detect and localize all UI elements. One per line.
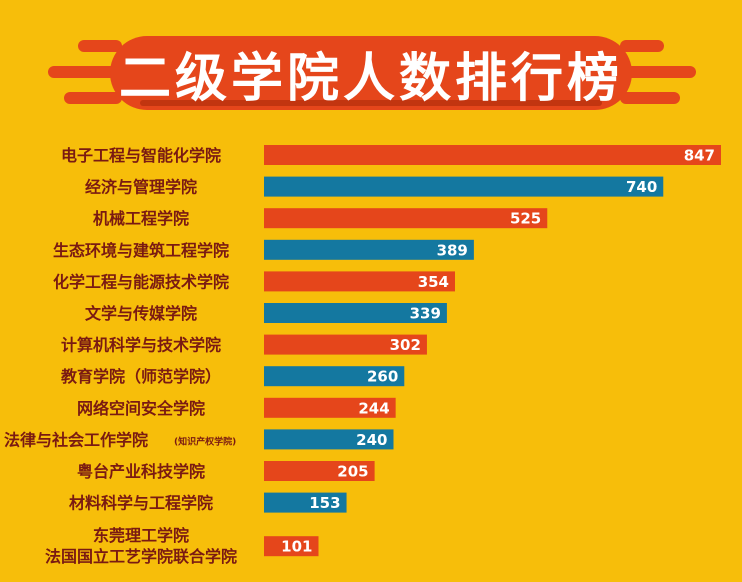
banner-stripe [620, 40, 664, 52]
category-label-line2: 法国国立工艺学院联合学院 [45, 547, 237, 566]
data-label: 339 [410, 305, 441, 323]
banner-stripe [620, 66, 696, 78]
banner-stripe [620, 92, 680, 104]
bar [264, 492, 347, 513]
data-label: 101 [281, 538, 312, 556]
banner-bar [110, 36, 632, 110]
category-label: 文学与传媒学院 [85, 304, 197, 323]
bar [264, 208, 548, 229]
bar [264, 366, 405, 387]
category-label: 机械工程学院 [93, 209, 189, 228]
data-label: 847 [684, 147, 715, 165]
banner-stripe [48, 66, 122, 78]
data-label: 260 [367, 368, 398, 386]
category-label: 化学工程与能源技术学院 [53, 272, 229, 291]
data-label: 153 [309, 494, 340, 512]
data-label: 740 [626, 178, 657, 196]
data-label: 244 [358, 399, 389, 417]
bar [264, 461, 375, 481]
bar [264, 303, 447, 323]
category-label: 网络空间安全学院 [77, 399, 205, 418]
banner-underline [140, 100, 602, 106]
bar [264, 176, 664, 197]
category-label: 粤台产业科技学院 [77, 462, 205, 481]
category-label: 计算机科学与技术学院 [61, 336, 221, 355]
bar [264, 536, 319, 557]
banner-stripe [78, 40, 122, 52]
data-label: 525 [510, 210, 541, 228]
category-label: 电子工程与智能化学院 [61, 146, 221, 165]
bar [264, 334, 427, 355]
banner-stripe [64, 92, 122, 104]
category-label: 东莞理工学院 [93, 526, 189, 545]
category-label: 材料科学与工程学院 [69, 494, 213, 513]
bar [264, 145, 721, 165]
category-note: (知识产权学院) [174, 435, 236, 447]
bar [264, 239, 474, 260]
bar [264, 429, 394, 450]
chart-title: 二级学院人数排行榜 [118, 48, 623, 109]
category-label: 法律与社会工作学院 [4, 430, 148, 449]
category-label: 经济与管理学院 [85, 178, 197, 197]
data-label: 240 [356, 431, 387, 449]
title-banner [48, 36, 696, 110]
category-label: 生态环境与建筑工程学院 [53, 241, 229, 260]
data-label: 354 [418, 273, 449, 291]
bar [264, 397, 396, 418]
bar [264, 271, 456, 292]
data-label: 302 [390, 336, 421, 354]
data-label: 389 [437, 241, 468, 259]
data-label: 205 [337, 463, 368, 481]
category-label: 教育学院（师范学院） [61, 367, 221, 386]
